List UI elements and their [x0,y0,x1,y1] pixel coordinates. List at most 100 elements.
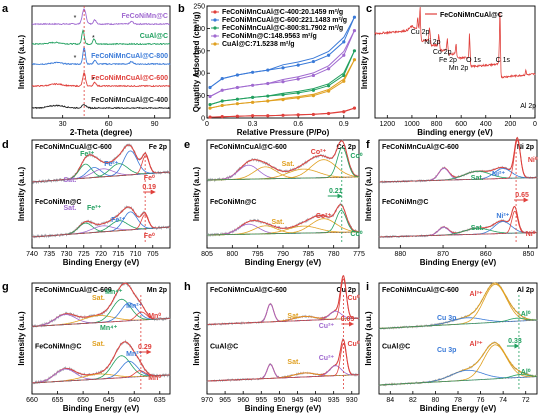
background-line [378,232,537,238]
isotherm-point [220,103,224,108]
isotherm-point [311,59,315,64]
component-label: Co²⁺ [316,213,332,220]
isotherm-point [352,49,357,53]
x-tick-label: 800 [431,121,443,128]
isotherm-point [311,73,315,78]
y-axis-title: Quantity Adsorbed (cm³/g) [192,11,201,112]
series-label: FeCoNiMnCuAl@C-400 [91,97,168,104]
x-tick-label: 660 [26,397,38,404]
x-tick-label: 805 [201,251,213,258]
panel-e: 805 800 795 790 785 780 775 Binding Energy (eV)… [184,138,365,267]
peak-annotation: Cu 2p [411,29,430,36]
x-tick-label: 0 [205,121,209,128]
y-tick-label: 250 [193,4,205,11]
peak-marker: * [74,15,77,22]
x-tick-label: 78 [454,397,462,404]
x-axis-title: Binding Energy (eV) [245,258,322,267]
y-axis-title: Intensity (a.u.) [364,167,373,222]
panel-letter: i [366,281,369,293]
panel-b: 0 0.3 0.6 0.9 Relative Pressure (P/Po) Quanti… [178,3,360,137]
x-tick-label: 730 [61,251,73,258]
component-label: Sat. [282,161,295,168]
shift-value: 0.33 [508,338,522,345]
isotherm-point [342,110,346,114]
component-label: Co²⁺ [311,149,327,156]
component-label: Cu²⁺ [319,355,335,362]
isotherm-desorption-line [209,30,355,97]
panel-letter: f [366,139,370,151]
component-label: Al³⁺ [470,291,483,298]
panel-h: 970 965 960 955 950 945 940 935 930 Binding Energ… [184,274,360,413]
y-tick-label: 0 [201,116,205,123]
background-line [206,317,360,325]
isotherm-point [327,89,331,93]
x-axis-title: Binding Energy (eV) [420,404,497,413]
element-label: Co 2p [337,144,356,151]
x-tick-label: 400 [480,121,492,128]
x-tick-label: 785 [302,251,314,258]
x-tick-label: 715 [112,251,124,258]
panel-letter: c [366,3,372,15]
sample-label-top: FeCoNiMnCuAl@C-600 [382,144,459,151]
isotherm-point [251,83,255,87]
x-tick-label: 800 [226,251,238,258]
x-tick-label: 970 [201,397,213,404]
isotherm-point [235,85,239,90]
isotherm-point [266,68,270,72]
component-label: Mn⁰ [148,312,161,320]
sample-label-bottom: CuAl@C [210,344,238,351]
panel-letter: b [178,3,185,15]
component-fit-line [379,344,537,386]
x-tick-label: 960 [237,397,249,404]
panel-letter: g [2,281,9,293]
peak-marker: * [92,77,95,84]
component-label: Cu 3p [437,315,456,322]
component-label: Al⁰ [521,368,531,376]
x-axis-title: Binding Energy (eV) [420,258,497,267]
component-label: Co⁰ [350,152,362,160]
element-label: Ni 2p [517,144,534,151]
isotherm-point [235,102,239,106]
background-line [378,376,538,386]
x-tick-label: 90 [151,121,159,128]
component-fit-line [379,227,537,238]
legend-label: FeCoNiMnCuAl@C-400:20.1459 m²/g [222,9,343,16]
x-tick-label: 860 [480,251,492,258]
isotherm-desorption-line [209,16,355,88]
raw-data-line [31,339,171,385]
x-tick-label: 705 [147,251,159,258]
series-label: FeCoNiMnCuAl@C-800 [91,53,168,60]
isotherm-point [251,100,255,104]
component-label: Fe⁰ [144,174,155,182]
background-line [378,177,537,183]
series-label: CuAl@C [140,33,168,40]
x-tick-label: 640 [128,397,140,404]
isotherm-point [342,73,346,78]
isotherm-point [208,106,212,110]
x-tick-label: 635 [154,397,166,404]
isotherm-point [251,114,255,118]
background-line [31,374,171,384]
x-tick-label: 0.6 [293,121,303,128]
background-line [207,176,359,181]
x-tick-label: 82 [409,397,417,404]
component-label: Cu 3p [437,347,456,354]
isotherm-point [342,53,346,57]
xrd-series-line [31,103,171,110]
isotherm-point [281,93,285,97]
component-label: Ni²⁺ [496,213,509,220]
y-tick-label: 100 [193,71,205,78]
panel-letter: e [184,139,190,151]
isotherm-point [266,81,270,86]
isotherm-point [352,15,357,19]
x-tick-label: 850 [523,251,535,258]
component-label: Mn⁴⁺ [100,325,118,332]
x-tick-label: 200 [505,121,517,128]
legend-marker [213,42,217,46]
element-label: Fe 2p [149,144,167,151]
shift-value: 0.29 [138,344,152,351]
isotherm-point [296,77,300,81]
sample-label-top: FeCoNiMnCuAl@C-600 [210,144,287,151]
shift-value: 0.19 [142,184,156,191]
x-tick-label: 795 [252,251,264,258]
